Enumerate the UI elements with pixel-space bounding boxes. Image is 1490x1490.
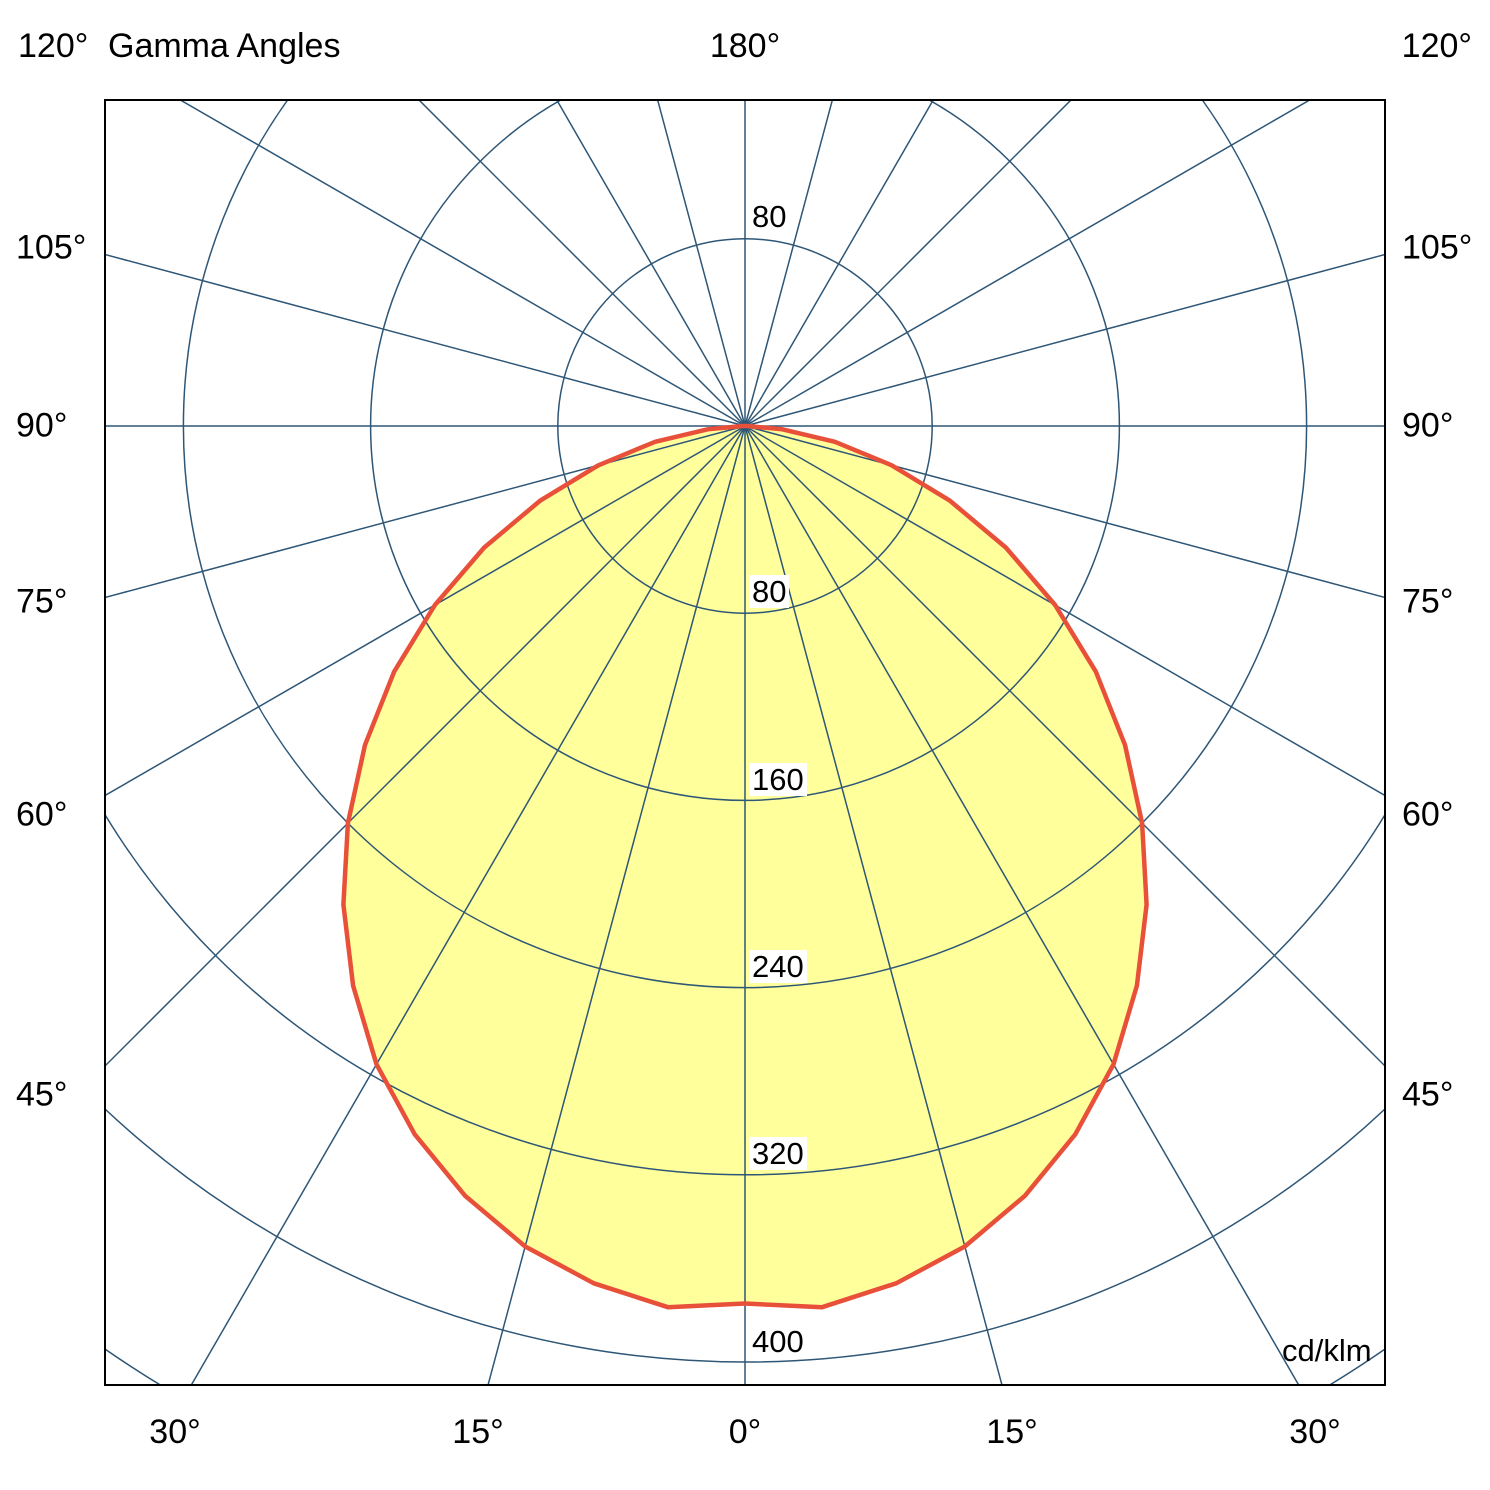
angle-label-right-75: 75°: [1402, 582, 1454, 621]
angle-label-right-105: 105°: [1402, 228, 1473, 267]
angle-label-left-90: 90°: [16, 406, 68, 445]
chart-title: Gamma Angles: [108, 27, 341, 65]
angle-label-bottom-15l: 15°: [452, 1413, 504, 1451]
ring-label-80-top: 80: [749, 200, 790, 233]
angle-label-bottom-15r: 15°: [986, 1413, 1038, 1451]
ring-label-240: 240: [749, 950, 807, 983]
angle-label-left-120: 120°: [18, 27, 89, 65]
angle-label-right-120: 120°: [1401, 27, 1472, 65]
unit-label: cd/klm: [1282, 1333, 1372, 1368]
angle-label-bottom-30r: 30°: [1289, 1413, 1341, 1451]
angle-label-left-105: 105°: [16, 228, 87, 267]
ring-label-320: 320: [749, 1137, 807, 1170]
angle-label-left-45: 45°: [16, 1075, 68, 1114]
angle-label-right-90: 90°: [1402, 406, 1454, 445]
angle-label-bottom-30l: 30°: [149, 1413, 201, 1451]
angle-label-left-75: 75°: [16, 582, 68, 621]
angle-label-left-60: 60°: [16, 795, 68, 834]
ring-label-160: 160: [749, 763, 807, 796]
angle-label-right-60: 60°: [1402, 795, 1454, 834]
ring-label-80: 80: [749, 575, 790, 608]
ring-label-400: 400: [749, 1325, 807, 1358]
angle-label-right-45: 45°: [1402, 1075, 1454, 1114]
angle-label-top-180: 180°: [709, 27, 781, 65]
angle-label-bottom-0: 0°: [728, 1413, 762, 1451]
